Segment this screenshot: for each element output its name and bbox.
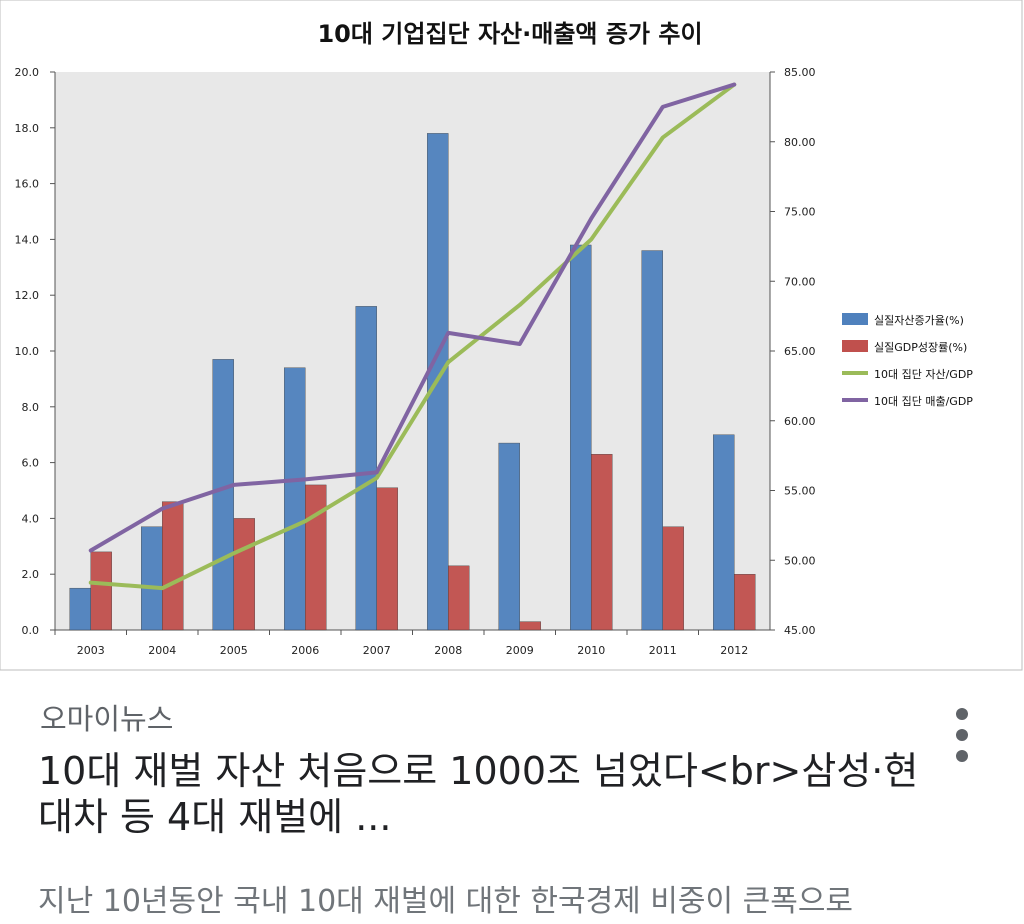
bar-asset-growth [641,250,663,631]
x-tick-label: 2003 [77,644,105,657]
snippet-text: 지난 10년동안 국내 10대 재벌에 대한 한국경제 비중이 큰폭으로 [38,884,854,919]
bar-gdp-growth [591,454,613,631]
x-tick-label: 2007 [363,644,391,657]
y-right-tick-label: 45.00 [784,624,816,637]
y-right-tick-label: 85.00 [784,66,816,79]
bar-asset-growth [69,587,91,631]
bar-gdp-growth [376,487,398,631]
more-dot [956,729,968,741]
bar-asset-growth [498,442,520,631]
y-right-tick-label: 70.00 [784,275,816,288]
bar-asset-growth [570,244,592,631]
chart-title: 10대 기업집단 자산·매출액 증가 추이 [317,20,702,48]
bar-gdp-growth [662,526,684,631]
x-tick-label: 2012 [720,644,748,657]
y-left-tick-label: 0.0 [22,624,40,637]
y-right-tick-label: 55.00 [784,485,816,498]
x-tick-label: 2010 [577,644,605,657]
y-right-tick-label: 80.00 [784,136,816,149]
chart-image[interactable]: 10대 기업집단 자산·매출액 증가 추이 0.0 2.0 4.0 6.0 8.0 10.0… [0,0,1024,672]
bar-asset-growth [713,434,735,631]
news-source: 오마이뉴스 [40,702,174,736]
x-tick-label: 2008 [434,644,462,657]
legend-label: 실질자산증가율(%) [874,314,964,327]
bar-gdp-growth [519,621,541,631]
more-dot [956,750,968,762]
legend-swatch [842,313,868,325]
bar-asset-growth [212,359,234,631]
legend-label: 10대 집단 매출/GDP [874,395,973,408]
y-left-tick-label: 8.0 [22,401,40,414]
y-left-tick-label: 12.0 [15,289,40,302]
line-assets-gdp [88,82,737,591]
y-left-tick-label: 4.0 [22,512,40,525]
y-left-tick-label: 16.0 [15,178,40,191]
x-tick-label: 2009 [506,644,534,657]
x-tick-label: 2005 [220,644,248,657]
legend-swatch [842,340,868,352]
line-sales-gdp [88,82,737,553]
x-tick-label: 2006 [291,644,319,657]
x-tick-label: 2011 [649,644,677,657]
bar-gdp-growth [448,565,470,631]
bar-asset-growth [355,306,377,631]
y-left-tick-label: 2.0 [22,568,40,581]
bar-gdp-growth [305,484,327,631]
bar-asset-growth [141,526,163,631]
y-right-tick-label: 50.00 [784,554,816,567]
bar-gdp-growth [233,518,255,631]
y-left-tick-label: 20.0 [15,66,40,79]
bar-gdp-growth [162,501,184,631]
y-right-tick-label: 75.00 [784,206,816,219]
more-vert-icon[interactable] [944,700,980,770]
x-tick-label: 2004 [148,644,176,657]
headline-link[interactable]: 10대 재벌 자산 처음으로 1000조 넘었다<br>삼성·현대차 등 4대 … [38,749,919,839]
y-left-tick-label: 14.0 [15,233,40,246]
bar-gdp-growth [90,551,112,631]
y-right-tick-label: 65.00 [784,345,816,358]
y-left-tick-label: 6.0 [22,457,40,470]
legend-label: 실질GDP성장률(%) [874,341,967,354]
y-left-tick-label: 18.0 [15,122,40,135]
bar-asset-growth [284,367,306,631]
legend-label: 10대 집단 자산/GDP [874,368,973,381]
y-right-tick-label: 60.00 [784,415,816,428]
more-dot [956,708,968,720]
bar-gdp-growth [734,574,756,631]
y-left-tick-label: 10.0 [15,345,40,358]
chart: 10대 기업집단 자산·매출액 증가 추이 0.0 2.0 4.0 6.0 8.0 10.0… [0,0,1023,671]
